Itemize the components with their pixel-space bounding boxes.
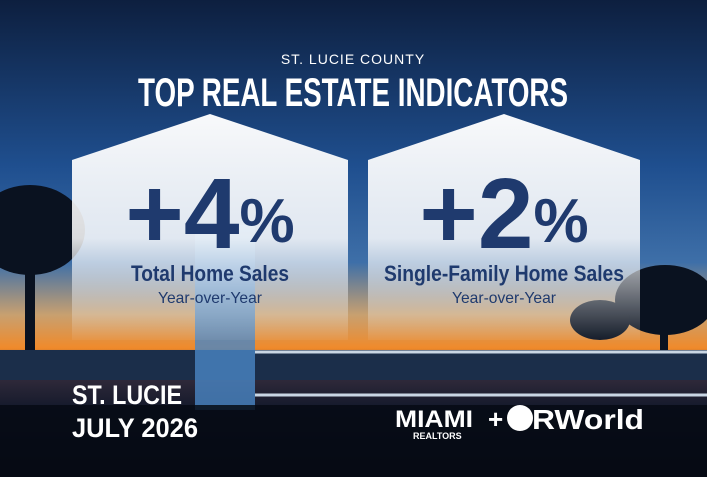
stat-value: +2 — [419, 158, 533, 270]
logo-miami: MIAMI — [395, 406, 473, 433]
logo-rworld: RWorld — [532, 404, 644, 435]
boardwalk — [0, 350, 707, 380]
stat-label: Single-Family Home Sales — [384, 261, 624, 286]
stat-label: Total Home Sales — [131, 261, 289, 286]
card-house — [368, 114, 640, 340]
stat-unit: % — [239, 187, 294, 256]
stat: +4% — [125, 158, 294, 270]
card-house — [72, 114, 348, 340]
kicker: ST. LUCIE COUNTY — [281, 51, 425, 67]
pergola — [255, 350, 707, 397]
logo-realtors: REALTORS — [413, 431, 462, 441]
location: ST. LUCIE — [72, 380, 182, 410]
stat: +2% — [419, 158, 588, 270]
logo-globe — [507, 405, 533, 431]
date: JULY 2026 — [72, 413, 198, 443]
stat-value: +4 — [125, 158, 239, 270]
stat-sublabel: Year-over-Year — [452, 290, 557, 307]
title: TOP REAL ESTATE INDICATORS — [138, 71, 568, 115]
logo-plus: + — [488, 404, 503, 434]
stat-unit: % — [533, 187, 588, 256]
stat-sublabel: Year-over-Year — [158, 290, 263, 307]
water — [0, 405, 707, 477]
